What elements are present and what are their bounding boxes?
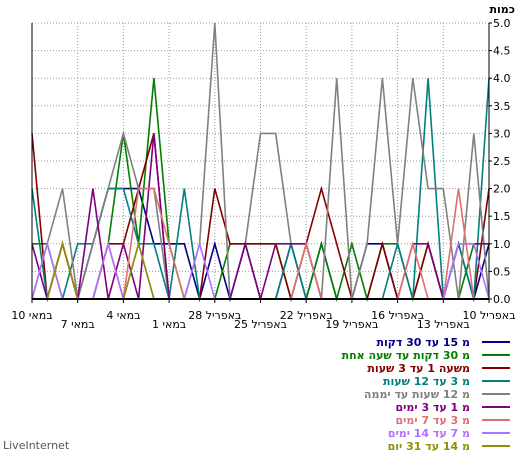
y-tick-label: 3.5 <box>493 100 511 113</box>
y-tick-label: 1.5 <box>493 210 511 223</box>
y-tick-label: 4.0 <box>493 72 511 85</box>
x-tick-label: 1 במאי <box>152 318 186 331</box>
x-tick-label: 13 באפריל <box>417 318 470 331</box>
y-tick-label: 4.5 <box>493 45 511 58</box>
legend-entry: מ 30 דקות עד שעה אחת <box>342 349 470 362</box>
x-tick-label: 10 במאי <box>11 309 52 322</box>
legend-entry: מ 3 עד 12 שעות <box>383 375 470 388</box>
legend-entry: מ 15 עד 30 דקות <box>376 336 470 349</box>
y-tick-label: 1.0 <box>493 238 511 251</box>
x-tick-label: 7 במאי <box>61 318 95 331</box>
y-tick-label: 3.0 <box>493 127 511 140</box>
legend-entry: מ 3 עד 7 ימים <box>396 414 471 427</box>
series-line-5 <box>31 22 490 300</box>
x-tick-label: 22 באפריל <box>280 309 333 322</box>
y-axis-label: כמות <box>490 3 515 16</box>
legend-entry: משעה 1 עד 3 שעות <box>367 362 470 375</box>
legend-entry: מ 7 עד 14 ימים <box>388 427 470 440</box>
axes <box>31 22 492 303</box>
grid <box>31 22 490 300</box>
x-tick-label: 4 במאי <box>106 309 140 322</box>
brand-logo-text: LiveInternet <box>3 439 70 452</box>
y-tick-label: 0.0 <box>493 293 511 306</box>
y-tick-label: 2.0 <box>493 183 511 196</box>
legend-entry: מ 14 עד 31 יום <box>388 440 470 453</box>
x-tick-label: 16 באפריל <box>371 309 424 322</box>
y-tick-label: 0.5 <box>493 265 511 278</box>
y-tick-label: 5.0 <box>493 17 511 30</box>
x-tick-label: 28 באפריל <box>188 309 241 322</box>
y-tick-labels: 0.0 0.5 1.0 1.5 2.0 2.5 3.0 3.5 4.0 4.5 5.0 <box>493 17 511 306</box>
x-tick-label: 10 באפריל <box>462 309 515 322</box>
legend-entry: מ 12 שעות עד יממה <box>364 388 470 401</box>
x-tick-label: 25 באפריל <box>234 318 287 331</box>
legend-entry: מ 1 עד 3 ימים <box>396 401 471 414</box>
x-tick-label: 19 באפריל <box>325 318 378 331</box>
y-tick-label: 2.5 <box>493 155 511 168</box>
